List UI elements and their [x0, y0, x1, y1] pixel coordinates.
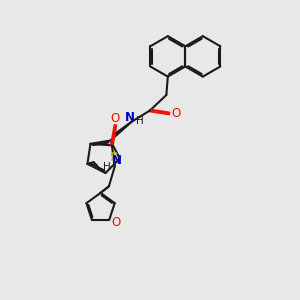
Text: S: S	[109, 151, 118, 164]
Text: N: N	[125, 111, 135, 124]
Text: N: N	[112, 154, 122, 167]
Text: H: H	[103, 162, 110, 172]
Text: O: O	[171, 107, 181, 120]
Text: O: O	[111, 216, 121, 229]
Text: O: O	[111, 112, 120, 125]
Text: H: H	[136, 116, 144, 126]
